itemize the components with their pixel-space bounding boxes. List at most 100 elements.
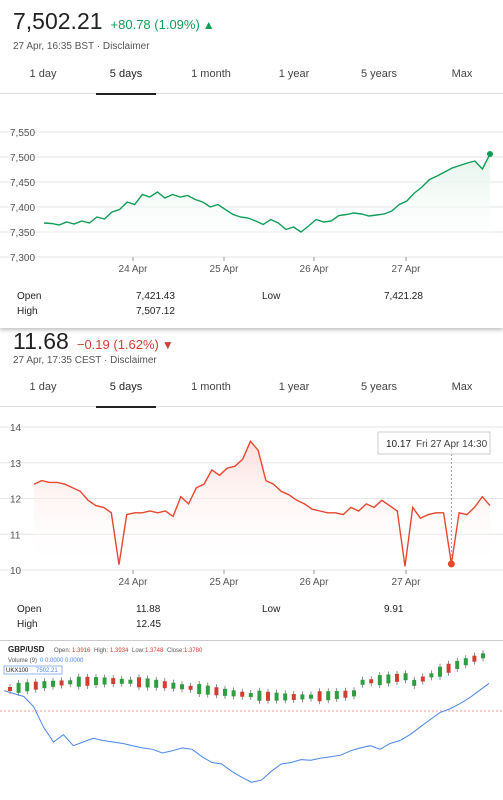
ohlc-low-value: 1.3748	[145, 648, 164, 654]
y-tick-label: 7,550	[10, 128, 35, 139]
y-tick-label: 12	[10, 495, 22, 506]
candle-body	[76, 676, 81, 687]
candle-body	[59, 680, 64, 686]
tooltip-box	[377, 431, 491, 455]
candle-body	[403, 673, 408, 681]
candle-body	[334, 691, 339, 700]
range-tabs: 1 day 5 days 1 month 1 year 5 years Max	[0, 376, 503, 408]
tab-5-years[interactable]: 5 years	[360, 381, 398, 393]
candlestick-chart[interactable]: GBP/USD Open: 1.3916 High: 1.3934 Low: 1…	[0, 641, 503, 800]
series-line	[43, 153, 491, 233]
candle-body	[326, 691, 331, 701]
volume-label: Volume (9)	[8, 658, 37, 664]
tooltip-point-marker	[447, 560, 455, 568]
candle-body	[472, 655, 477, 662]
y-tick-label: 14	[10, 423, 22, 434]
tooltip-date: Fri 27 Apr 14:30	[416, 439, 488, 450]
stock-quote-card: 11.68 −0.19 (1.62%) ▼ 27 Apr, 17:35 CEST…	[0, 328, 503, 640]
candle-body	[25, 682, 30, 692]
x-tick-label: 25 Apr	[210, 577, 240, 588]
candle-body	[283, 693, 288, 701]
candle-body	[16, 682, 21, 693]
candle-body	[42, 681, 47, 689]
x-tick-label: 27 Apr	[392, 264, 422, 275]
candle-body	[137, 677, 141, 688]
candle-body	[180, 684, 184, 690]
candle-body	[231, 690, 236, 697]
candle-body	[481, 653, 485, 659]
stat-low-label: Low	[262, 604, 281, 615]
tab-max[interactable]: Max	[451, 381, 473, 393]
stat-open-value: 11.88	[136, 604, 161, 615]
y-tick-label: 7,350	[10, 228, 35, 239]
ohlc-low-label: Low:	[132, 648, 145, 654]
area-fill	[44, 154, 490, 257]
candle-body	[429, 673, 434, 678]
candle-body	[197, 684, 202, 695]
price-row: 11.68 −0.19 (1.62%) ▼	[13, 328, 174, 355]
tab-1-day[interactable]: 1 day	[29, 381, 57, 393]
ohlc-high-label: High:	[94, 648, 108, 654]
tab-1-day[interactable]: 1 day	[29, 68, 57, 80]
ukx-overlay-line	[3, 682, 490, 783]
price-chart[interactable]: 7,550 7,500 7,450 7,400 7,350 7,300 24 Apr 25 A…	[0, 118, 503, 283]
price-chart[interactable]: 14 13 12 11 10 24 Apr 25 Apr 26 Apr 27 Apr 10.17 F…	[0, 410, 503, 610]
candle-body	[369, 679, 374, 684]
candle-body	[463, 658, 468, 666]
candle-body	[85, 676, 90, 686]
ohlc-close-value: 1.3780	[184, 648, 203, 654]
arrow-up-icon: ▲	[202, 18, 215, 32]
series-line	[33, 439, 491, 567]
candle-body	[317, 691, 322, 702]
ukx-legend-box	[3, 665, 63, 675]
x-tick-label: 27 Apr	[392, 577, 422, 588]
candle-body	[291, 694, 296, 700]
candle-body	[360, 679, 365, 685]
candle-body	[343, 690, 348, 698]
stat-high-value: 7,507.12	[136, 306, 175, 317]
tab-1-year[interactable]: 1 year	[278, 381, 310, 393]
stat-low-value: 7,421.28	[384, 291, 423, 302]
candle-body	[352, 690, 356, 697]
y-tick-label: 7,500	[10, 153, 35, 164]
forex-chart-panel: GBP/USD Open: 1.3916 High: 1.3934 Low: 1…	[0, 640, 503, 800]
candle-body	[386, 674, 391, 684]
y-tick-label: 10	[10, 566, 22, 577]
tab-5-days[interactable]: 5 days	[96, 63, 156, 95]
candle-body	[420, 676, 425, 682]
candle-body	[8, 687, 12, 691]
x-tick-label: 25 Apr	[210, 264, 240, 275]
stat-open-label: Open	[17, 604, 42, 615]
tab-1-month[interactable]: 1 month	[191, 68, 231, 80]
candle-body	[395, 673, 399, 682]
x-tick-label: 26 Apr	[300, 577, 330, 588]
candle-body	[300, 694, 305, 700]
symbol-label: GBP/USD	[8, 645, 45, 654]
candle-body	[377, 675, 382, 686]
tab-5-years[interactable]: 5 years	[360, 68, 398, 80]
area-fill	[34, 441, 490, 570]
stat-high-label: High	[17, 619, 38, 630]
range-tabs: 1 day 5 days 1 month 1 year 5 years Max	[0, 63, 503, 95]
candle-body	[154, 679, 159, 688]
candle-body	[309, 694, 313, 699]
candle-body	[223, 688, 227, 696]
last-point-marker	[487, 151, 493, 157]
y-tick-label: 7,400	[10, 203, 35, 214]
tab-5-days[interactable]: 5 days	[96, 376, 156, 408]
candle-body	[248, 693, 253, 698]
candle-body	[102, 677, 107, 685]
candle-body	[214, 687, 219, 696]
candle-body	[266, 691, 270, 701]
quote-timestamp: 27 Apr, 16:35 BST · Disclaimer	[13, 41, 150, 52]
candle-body	[240, 691, 245, 697]
stat-open-label: Open	[17, 291, 42, 302]
volume-values: 0 0.0000 0.0000	[40, 658, 84, 664]
tab-max[interactable]: Max	[451, 68, 473, 80]
tab-1-month[interactable]: 1 month	[191, 381, 231, 393]
tooltip-value: 10.17	[386, 439, 411, 450]
tab-1-year[interactable]: 1 year	[278, 68, 310, 80]
candle-body	[188, 685, 193, 690]
ohlc-high-value: 1.3934	[110, 648, 129, 654]
stat-high-label: High	[17, 306, 38, 317]
